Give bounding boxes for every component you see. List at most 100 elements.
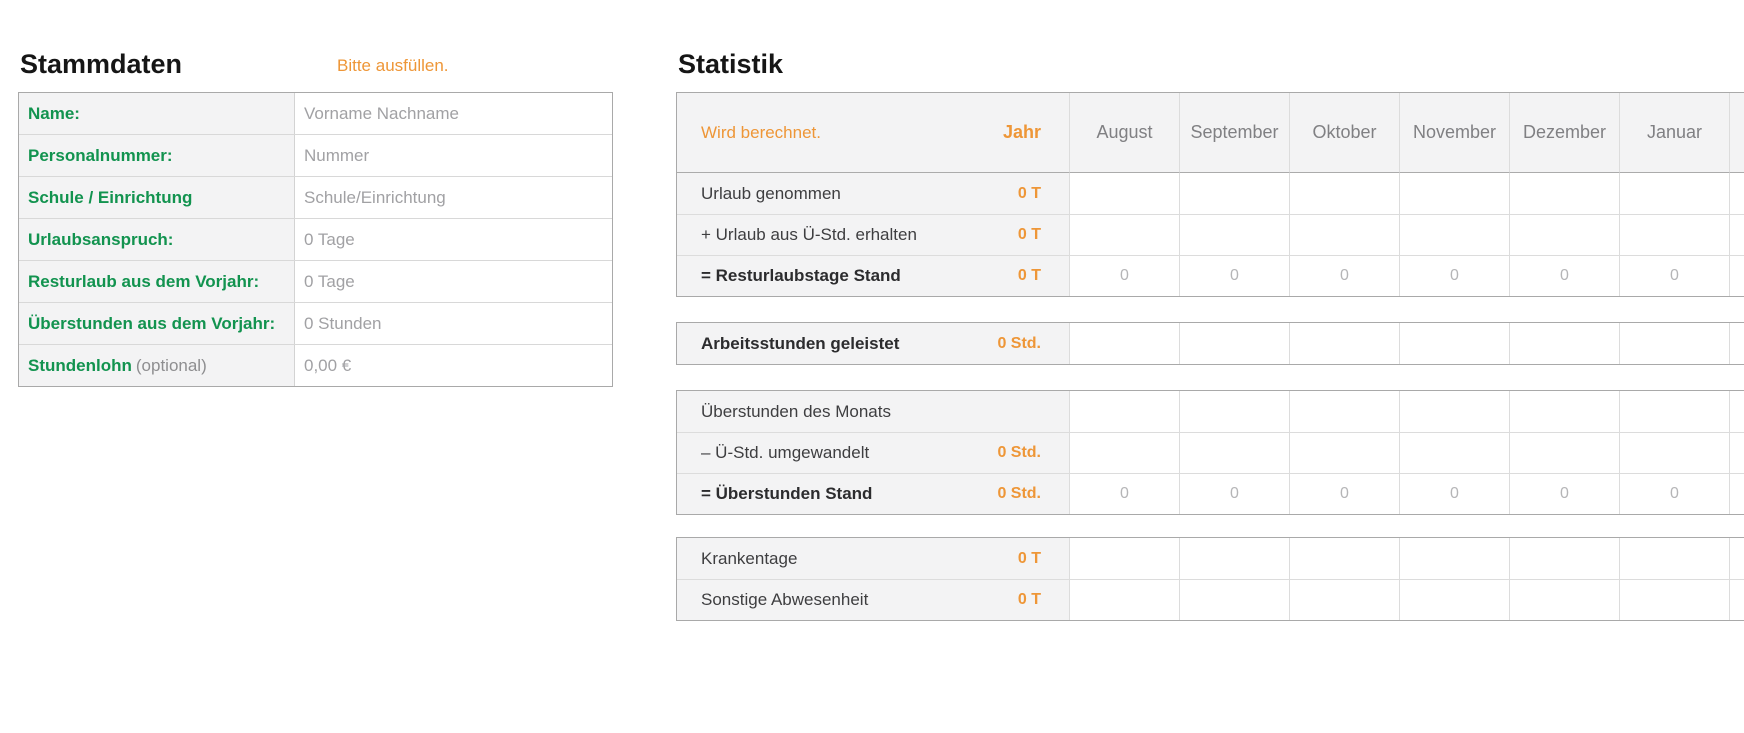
month-header-label: Januar (1646, 122, 1703, 142)
month-cell[interactable] (1179, 432, 1289, 473)
month-cell[interactable]: 0 (1289, 255, 1399, 296)
month-cell[interactable] (1399, 579, 1509, 620)
month-value: 0 (1560, 485, 1569, 502)
month-cell[interactable] (1179, 538, 1289, 579)
month-header-label: Dezember (1522, 122, 1607, 142)
month-cell[interactable]: 0 (1399, 255, 1509, 296)
year-value[interactable]: 0 T (1017, 267, 1041, 284)
month-cell[interactable] (1179, 579, 1289, 620)
month-cell[interactable] (1069, 173, 1179, 214)
field-value-cell[interactable]: Nummer (294, 135, 612, 176)
month-cell[interactable] (1619, 323, 1729, 364)
month-cell[interactable] (1399, 432, 1509, 473)
month-value: 0 (1670, 485, 1679, 502)
month-cell[interactable] (1289, 432, 1399, 473)
month-cell[interactable]: 0 (1179, 255, 1289, 296)
month-cell[interactable]: 0 (1069, 255, 1179, 296)
month-header-label: August (1096, 122, 1153, 142)
month-cell[interactable]: 0 (1069, 473, 1179, 514)
month-cell[interactable]: 0 (1619, 473, 1729, 514)
row-label-cell: Überstunden des Monats (677, 391, 1069, 432)
field-value-cell[interactable]: 0 Tage (294, 261, 612, 302)
field-value-cell[interactable]: 0 Stunden (294, 303, 612, 344)
month-cell[interactable] (1069, 432, 1179, 473)
year-value[interactable]: 0 Std. (997, 444, 1041, 461)
month-value: 0 (1450, 267, 1459, 284)
field-value-cell[interactable]: Vorname Nachname (294, 93, 612, 134)
month-cell[interactable] (1289, 579, 1399, 620)
month-header: Dezember (1509, 93, 1619, 173)
month-cell[interactable]: 0 (1399, 473, 1509, 514)
month-cell[interactable] (1509, 432, 1619, 473)
statistik-title: Statistik (678, 49, 784, 79)
year-value[interactable]: 0 Std. (997, 485, 1041, 502)
stammdaten-title: Stammdaten (20, 49, 183, 79)
row-label-cell: Urlaub genommen 0 T (677, 173, 1069, 214)
month-cell[interactable]: 0 (1289, 473, 1399, 514)
month-cell-partial (1729, 323, 1744, 364)
month-cell[interactable] (1289, 538, 1399, 579)
month-cell[interactable] (1069, 579, 1179, 620)
month-cell[interactable]: 0 (1509, 255, 1619, 296)
month-cell[interactable] (1399, 323, 1509, 364)
row-label-cell: Sonstige Abwesenheit 0 T (677, 579, 1069, 620)
month-cell[interactable] (1069, 391, 1179, 432)
month-cell[interactable] (1399, 391, 1509, 432)
month-cell[interactable] (1619, 173, 1729, 214)
month-cell[interactable] (1619, 538, 1729, 579)
field-value-cell[interactable]: 0 Tage (294, 219, 612, 260)
month-cell[interactable] (1619, 391, 1729, 432)
month-cell[interactable] (1179, 173, 1289, 214)
month-cell[interactable] (1509, 391, 1619, 432)
month-cell[interactable] (1179, 323, 1289, 364)
field-value-cell[interactable]: Schule/Einrichtung (294, 177, 612, 218)
month-header: August (1069, 93, 1179, 173)
month-cell[interactable] (1509, 323, 1619, 364)
month-cell[interactable] (1289, 173, 1399, 214)
month-cell[interactable] (1069, 214, 1179, 255)
month-cell[interactable] (1509, 538, 1619, 579)
month-cell[interactable] (1069, 538, 1179, 579)
month-cell[interactable] (1399, 214, 1509, 255)
field-label: Personalnummer: (28, 145, 173, 165)
month-cell[interactable] (1619, 214, 1729, 255)
month-cell[interactable] (1509, 214, 1619, 255)
year-value[interactable]: 0 T (1017, 549, 1041, 567)
year-value[interactable]: 0 T (1017, 591, 1041, 608)
field-value-cell[interactable]: 0,00 € (294, 345, 612, 386)
field-label: Überstunden aus dem Vorjahr: (28, 313, 276, 333)
month-cell[interactable] (1619, 432, 1729, 473)
field-label-cell: Name: (19, 93, 294, 134)
month-cell[interactable] (1179, 214, 1289, 255)
month-cell[interactable] (1179, 391, 1289, 432)
month-cell[interactable] (1289, 323, 1399, 364)
field-label-cell: Stundenlohn (optional) (19, 345, 294, 386)
month-cell[interactable] (1619, 579, 1729, 620)
month-cell-partial (1729, 173, 1744, 214)
row-label: Überstunden des Monats (701, 401, 891, 421)
field-label: Stundenlohn (28, 355, 132, 375)
row-label: Urlaub genommen (701, 183, 841, 203)
year-value[interactable]: 0 T (1017, 226, 1041, 243)
month-cell[interactable] (1069, 323, 1179, 364)
month-cell[interactable] (1399, 538, 1509, 579)
year-value[interactable]: 0 Std. (997, 334, 1041, 352)
month-header: Oktober (1289, 93, 1399, 173)
month-cell[interactable] (1399, 173, 1509, 214)
month-cell[interactable]: 0 (1179, 473, 1289, 514)
stammdaten-fill-hint: Bitte ausfüllen. (337, 56, 449, 75)
month-cell[interactable] (1289, 391, 1399, 432)
month-cell[interactable] (1509, 579, 1619, 620)
year-value[interactable]: 0 T (1017, 184, 1041, 202)
month-cell-partial (1729, 579, 1744, 620)
month-cell[interactable] (1509, 173, 1619, 214)
row-label: Arbeitsstunden geleistet (701, 333, 900, 353)
month-value: 0 (1340, 267, 1349, 284)
field-label-suffix: (optional) (135, 355, 207, 375)
month-header-label: Oktober (1312, 122, 1377, 142)
month-cell[interactable]: 0 (1509, 473, 1619, 514)
month-cell[interactable]: 0 (1619, 255, 1729, 296)
month-cell-partial (1729, 473, 1744, 514)
row-label-cell: – Ü-Std. umgewandelt 0 Std. (677, 432, 1069, 473)
month-cell[interactable] (1289, 214, 1399, 255)
